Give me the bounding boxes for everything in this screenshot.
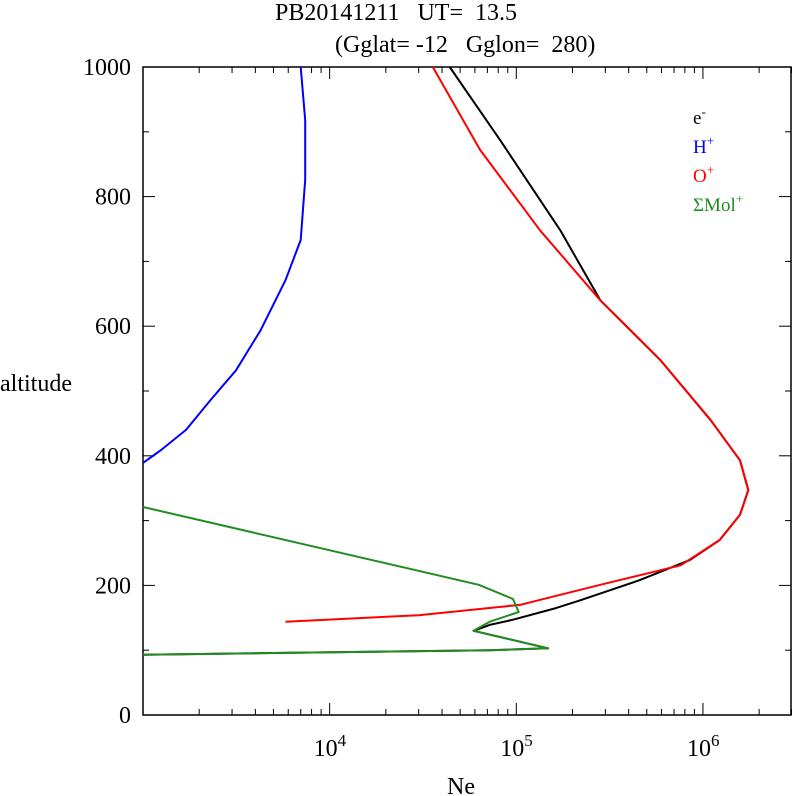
chart-title-line2: (Gglat= -12 Gglon= 280) bbox=[335, 32, 595, 58]
legend-entry: O+ bbox=[693, 162, 714, 187]
y-tick-label: 1000 bbox=[83, 55, 131, 81]
legend-entry: e- bbox=[693, 104, 706, 129]
x-tick-label: 104 bbox=[314, 731, 347, 762]
series-line-3 bbox=[285, 66, 750, 623]
x-axis-label: Ne bbox=[447, 774, 475, 796]
x-tick-label: 105 bbox=[500, 731, 533, 762]
legend-entry: ΣMol+ bbox=[693, 191, 743, 216]
chart-title-line1: PB20141211 UT= 13.5 bbox=[275, 0, 517, 26]
axes: 0 200 400 600 800 1000 104 105 106 bbox=[83, 55, 792, 762]
series-line-4 bbox=[142, 506, 550, 656]
legend-entry: H+ bbox=[693, 133, 714, 158]
y-tick-label: 600 bbox=[95, 314, 131, 340]
series-line-2 bbox=[142, 66, 307, 464]
legend: e- H+ O+ ΣMol+ bbox=[693, 104, 743, 216]
series-line-1 bbox=[142, 66, 750, 656]
plot-frame bbox=[142, 66, 792, 716]
y-tick-label: 400 bbox=[95, 444, 131, 470]
y-tick-label: 200 bbox=[95, 573, 131, 599]
x-tick-label: 106 bbox=[687, 731, 720, 762]
y-axis-label: altitude bbox=[0, 371, 72, 397]
series-lines bbox=[142, 66, 750, 656]
y-tick-label: 0 bbox=[119, 703, 131, 729]
y-tick-label: 800 bbox=[95, 185, 131, 211]
